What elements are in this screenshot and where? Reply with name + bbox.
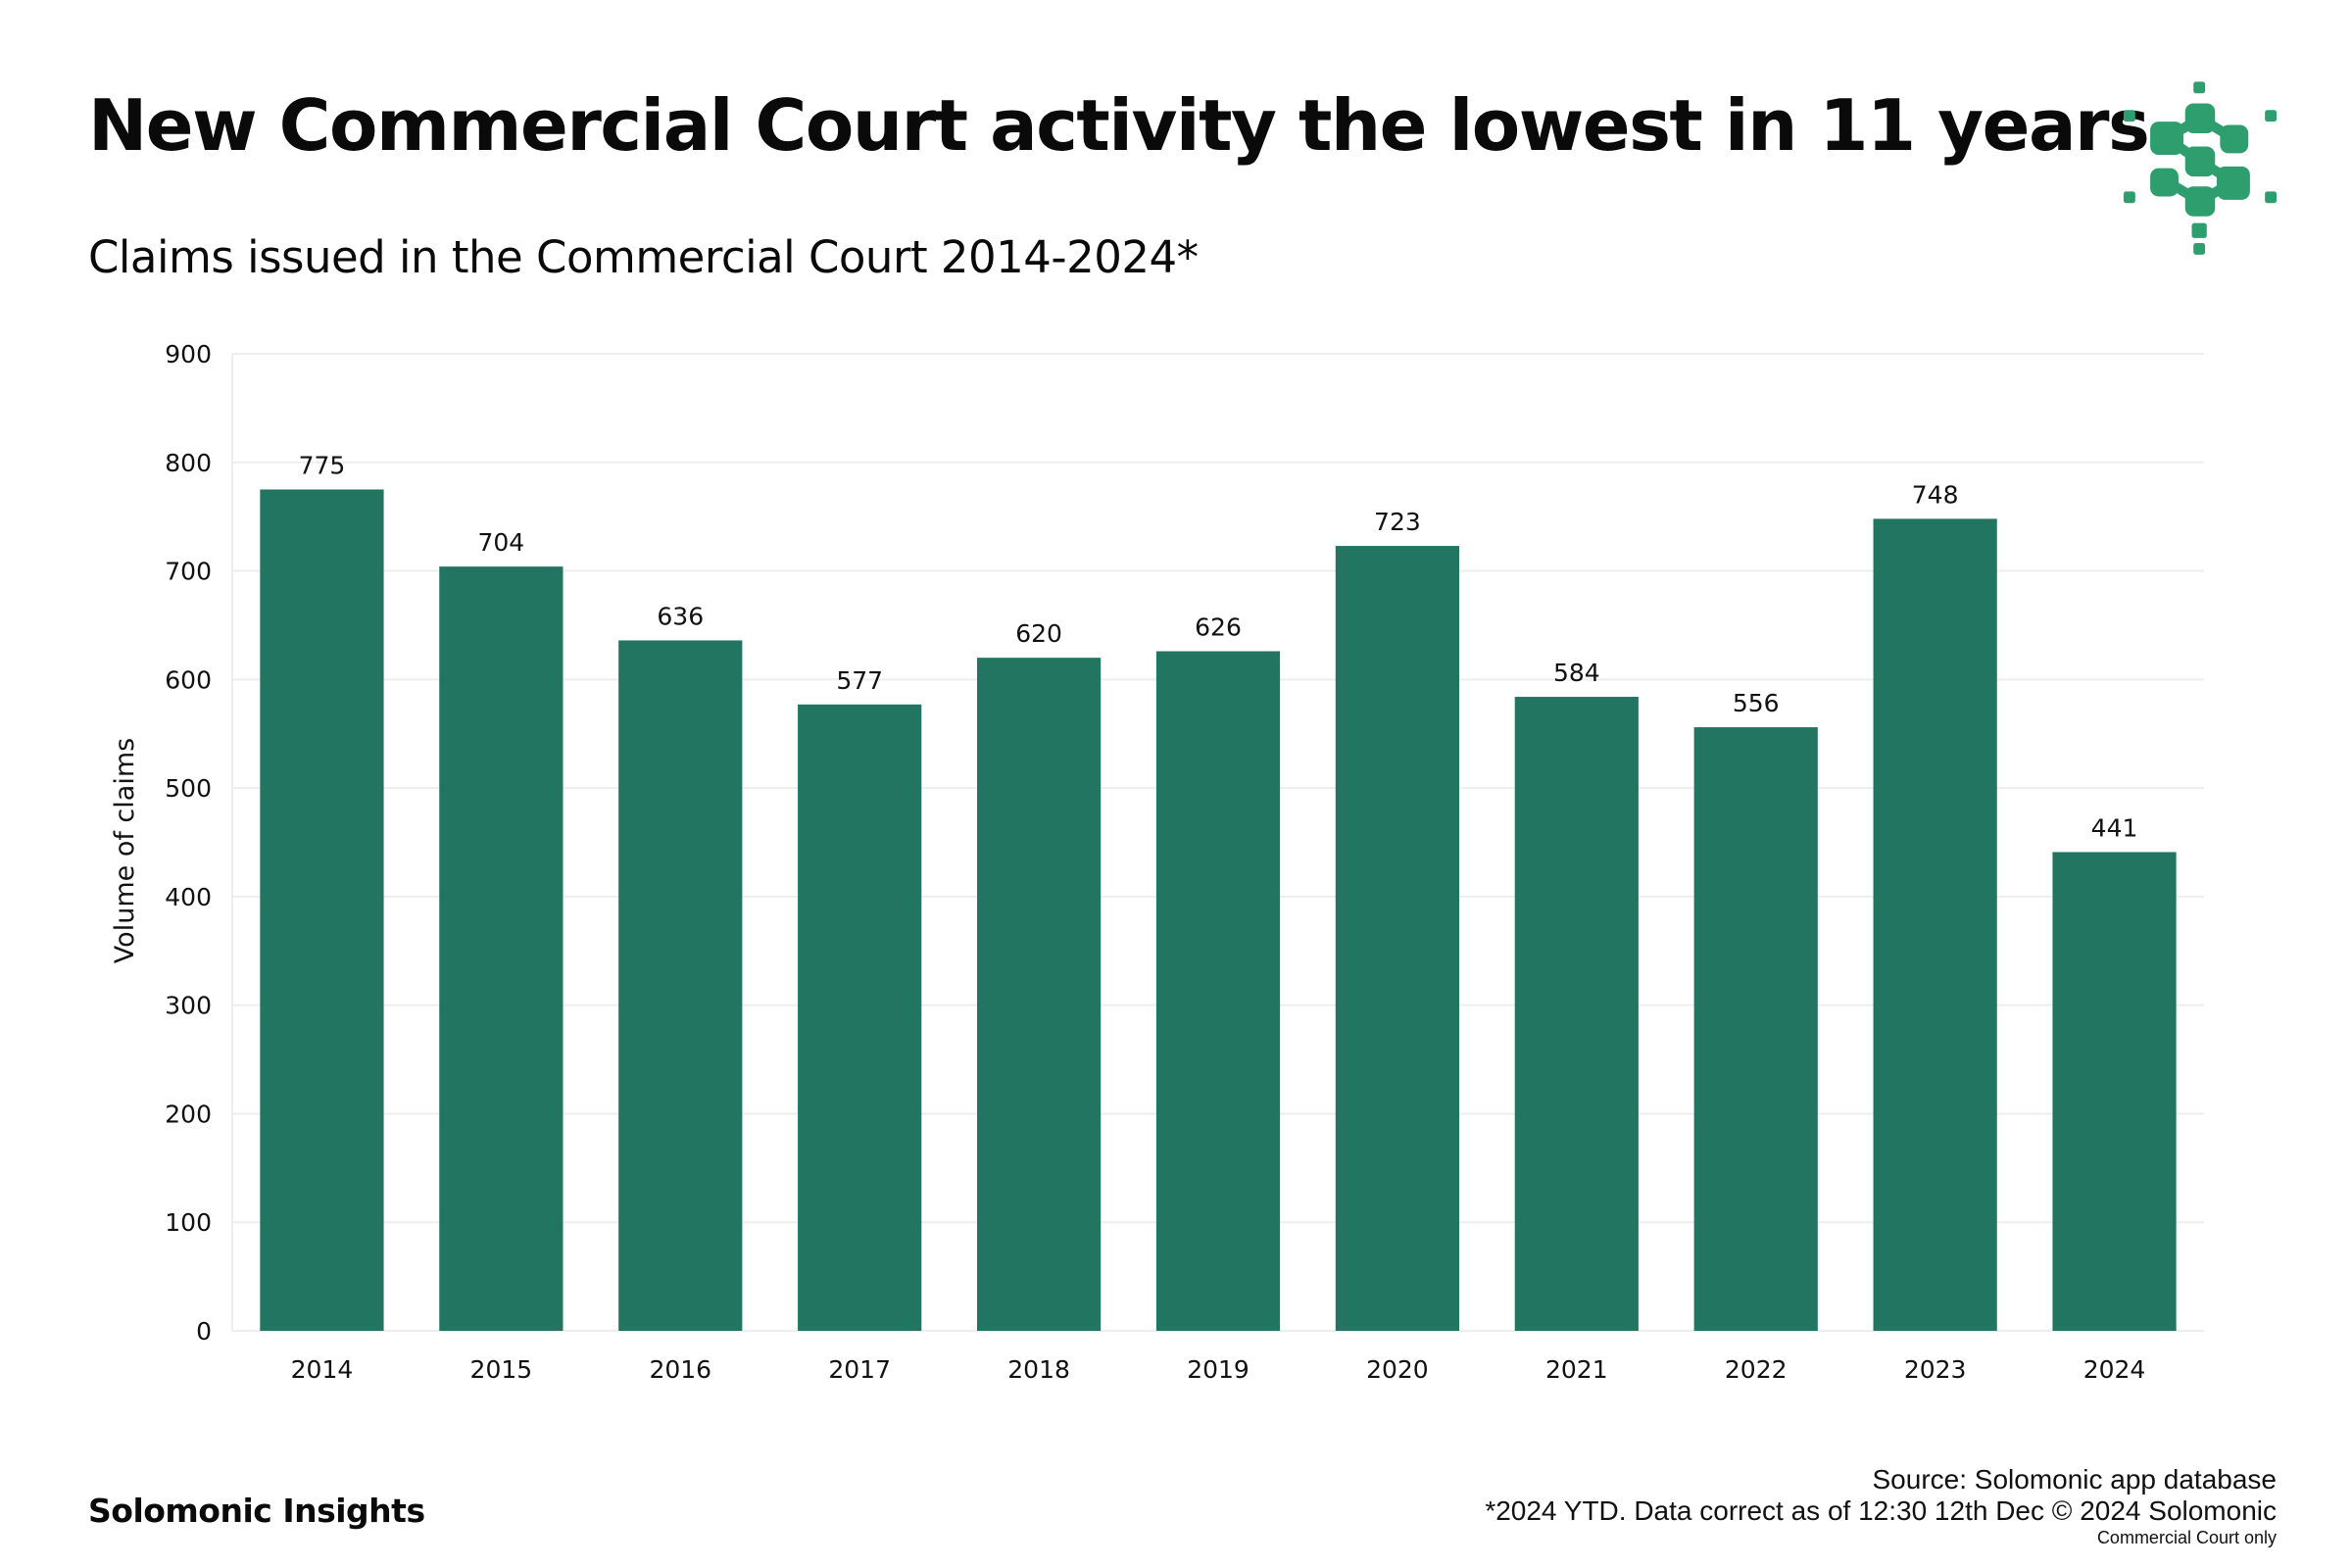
- bar-2024: [2052, 852, 2177, 1331]
- brand-name: Solomonic Insights: [88, 1492, 425, 1530]
- bar-2020: [1335, 546, 1460, 1331]
- x-tick-label: 2021: [1545, 1355, 1608, 1384]
- data-label-2016: 636: [657, 602, 704, 630]
- chart-subtitle: Claims issued in the Commercial Court 20…: [88, 231, 1199, 283]
- bar-2019: [1155, 651, 1281, 1331]
- data-label-2024: 441: [2091, 813, 2138, 842]
- y-tick-label: 0: [196, 1317, 212, 1346]
- bar-2018: [976, 658, 1102, 1331]
- y-tick-label: 500: [165, 774, 212, 803]
- bar-2015: [439, 566, 564, 1331]
- x-tick-label: 2015: [470, 1355, 533, 1384]
- x-tick-label: 2018: [1007, 1355, 1070, 1384]
- y-axis-label: Volume of claims: [110, 738, 140, 963]
- bar-2016: [618, 640, 743, 1331]
- data-label-2023: 748: [1912, 480, 1959, 509]
- x-tick-label: 2023: [1904, 1355, 1967, 1384]
- x-tick-label: 2020: [1366, 1355, 1429, 1384]
- bar-2023: [1873, 518, 1997, 1331]
- data-label-2014: 775: [299, 451, 346, 479]
- footer-notes: Source: Solomonic app database *2024 YTD…: [1485, 1464, 2277, 1548]
- x-tick-label: 2016: [649, 1355, 711, 1384]
- data-label-2022: 556: [1733, 689, 1780, 717]
- x-tick-label: 2014: [291, 1355, 354, 1384]
- bar-2021: [1514, 697, 1639, 1331]
- y-tick-label: 200: [165, 1100, 212, 1128]
- solomonic-logo-icon: [2123, 81, 2278, 255]
- x-axis-ticks: 2014 2015 2016 2017 2018 2019 2020 2021 2022 2023…: [291, 1355, 2146, 1384]
- bar-2017: [798, 704, 922, 1331]
- ytd-note: *2024 YTD. Data correct as of 12:30 12th…: [1485, 1495, 2277, 1526]
- y-tick-label: 700: [165, 558, 212, 586]
- x-tick-label: 2024: [2083, 1355, 2146, 1384]
- data-label-2017: 577: [836, 666, 883, 695]
- bar-2014: [260, 489, 384, 1331]
- y-tick-label: 300: [165, 992, 212, 1020]
- y-tick-label: 800: [165, 449, 212, 477]
- chart-title: New Commercial Court activity the lowest…: [88, 84, 2150, 167]
- data-label-2020: 723: [1374, 508, 1421, 536]
- x-tick-label: 2017: [828, 1355, 891, 1384]
- data-labels: 775 704 636 577 620 626 723 584 556 748 441: [299, 451, 2138, 842]
- y-axis-ticks: 0 100 200 300 400 500 600 700 800 900: [165, 340, 212, 1346]
- data-label-2021: 584: [1553, 659, 1600, 687]
- y-tick-label: 600: [165, 665, 212, 694]
- data-label-2015: 704: [478, 528, 525, 557]
- y-tick-label: 900: [165, 340, 212, 368]
- y-tick-label: 400: [165, 883, 212, 911]
- bar-2022: [1693, 727, 1818, 1331]
- data-label-2018: 620: [1015, 619, 1062, 648]
- bars: [260, 489, 2177, 1331]
- scope-note: Commercial Court only: [2096, 1528, 2277, 1547]
- data-label-2019: 626: [1195, 613, 1242, 642]
- x-tick-label: 2019: [1187, 1355, 1250, 1384]
- y-tick-label: 100: [165, 1208, 212, 1237]
- x-tick-label: 2022: [1725, 1355, 1788, 1384]
- source-note: Source: Solomonic app database: [1872, 1464, 2278, 1494]
